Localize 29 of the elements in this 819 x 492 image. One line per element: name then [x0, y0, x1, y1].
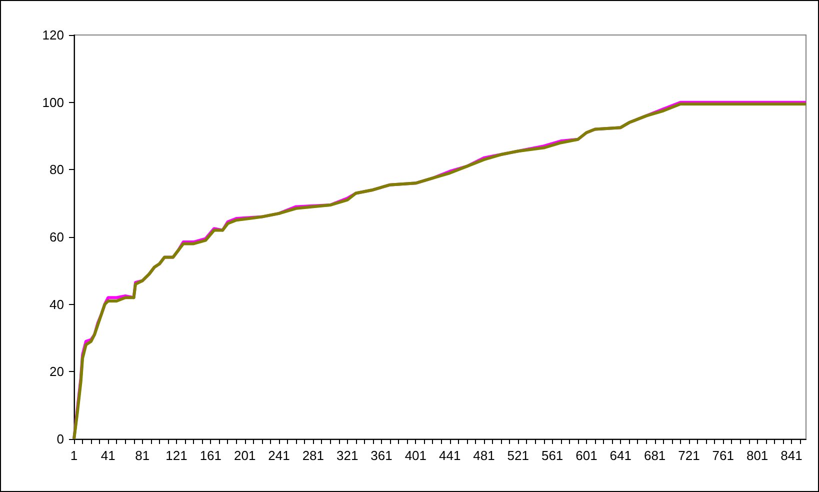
x-tick-label: 81	[135, 448, 150, 463]
x-tick-label: 481	[473, 448, 495, 463]
y-tick-label: 0	[56, 432, 64, 446]
y-tick-label: 40	[50, 296, 64, 312]
x-tick-label: 201	[234, 448, 256, 463]
x-tick-label: 41	[100, 448, 116, 463]
x-tick-label: 681	[644, 448, 666, 463]
x-tick-label: 241	[268, 448, 290, 463]
y-tick-label: 20	[50, 364, 64, 380]
x-tick-label: 1	[70, 448, 78, 463]
x-tick-label: 121	[166, 448, 188, 463]
x-tick-label: 281	[302, 448, 324, 463]
x-tick-label: 841	[780, 448, 802, 463]
x-tick-label: 401	[404, 448, 427, 463]
x-tick-label: 721	[678, 448, 700, 463]
x-tick-label: 601	[576, 448, 598, 463]
x-tick-label: 441	[438, 448, 461, 463]
x-tick-label: 521	[507, 448, 530, 463]
x-tick-label: 801	[746, 448, 768, 463]
y-tick-label: 60	[50, 230, 64, 244]
x-tick-label: 761	[712, 448, 734, 463]
x-tick-label: 641	[610, 448, 632, 463]
x-tick-label: 561	[541, 448, 564, 463]
y-tick-label: 120	[42, 28, 64, 42]
x-tick-label: 361	[370, 448, 392, 463]
y-tick-label: 100	[42, 94, 64, 110]
y-tick-label: 80	[50, 162, 64, 178]
x-tick-label: 161	[200, 448, 222, 463]
x-tick-label: 321	[336, 448, 358, 463]
